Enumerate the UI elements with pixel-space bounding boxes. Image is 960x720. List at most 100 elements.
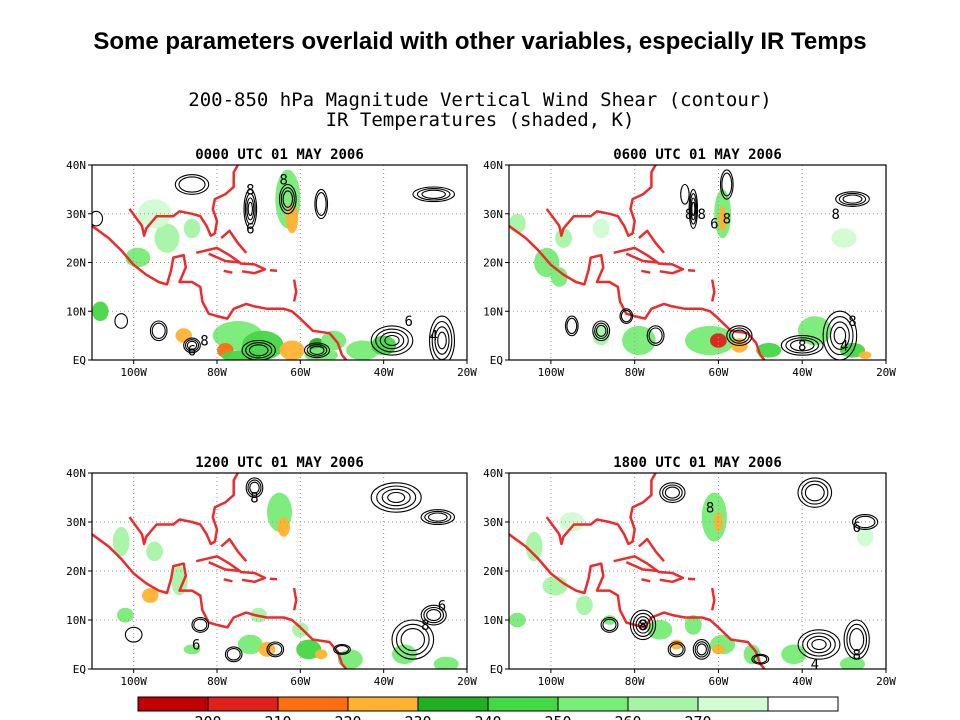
- shear-contour: [245, 342, 273, 359]
- contour-label: 6: [438, 598, 446, 614]
- shear-contour: [149, 320, 168, 342]
- shear-contour: [669, 643, 684, 656]
- y-tick-label: 40N: [66, 159, 86, 172]
- shear-contour: [849, 628, 865, 652]
- contour-label: 8: [685, 207, 693, 223]
- x-tick-label: 100W: [120, 366, 147, 379]
- island-coastline: [195, 246, 242, 264]
- island-coastline: [239, 262, 267, 275]
- shear-contour: [804, 483, 825, 502]
- shear-contour: [428, 315, 456, 360]
- ir-shade: [175, 328, 192, 343]
- contour-label: 8: [848, 314, 856, 330]
- shear-contour: [183, 337, 201, 354]
- ir-shade: [277, 517, 291, 537]
- ir-shade: [117, 607, 134, 623]
- coastline: [92, 533, 348, 669]
- shear-contour: [659, 482, 686, 503]
- y-tick-label: EQ: [490, 663, 503, 676]
- shear-contour: [92, 210, 104, 227]
- shear-contour: [193, 618, 208, 632]
- shear-contour: [646, 325, 665, 346]
- coastline: [509, 533, 766, 669]
- shear-contour: [248, 344, 269, 357]
- shear-contour: [620, 309, 632, 323]
- shear-contour: [797, 477, 833, 508]
- colorbar-label: 200: [194, 713, 221, 720]
- contour-label: 8: [723, 212, 731, 228]
- island-coastline: [613, 246, 659, 264]
- shear-contour: [243, 188, 258, 229]
- colorbar-swatch: [207, 696, 279, 712]
- ir-shade: [647, 620, 673, 640]
- ir-shade: [525, 531, 543, 562]
- shear-contour: [729, 327, 750, 344]
- x-tick-label: 80W: [207, 366, 227, 379]
- shear-contour: [719, 169, 734, 200]
- island-coastline: [687, 577, 696, 581]
- colorbar-label: 260: [614, 713, 641, 720]
- shear-contour: [381, 488, 411, 507]
- island-coastline: [223, 269, 233, 274]
- y-tick-label: 40N: [66, 467, 86, 480]
- island-coastline: [239, 570, 267, 584]
- contour-label: 8: [421, 618, 429, 634]
- contour-label: 6: [852, 520, 860, 536]
- colorbar-swatch: [347, 696, 419, 712]
- shear-contour: [309, 345, 325, 355]
- shear-contour: [822, 310, 858, 360]
- coastline: [128, 473, 239, 546]
- shear-contour: [391, 619, 435, 660]
- contour-label: 8: [706, 500, 714, 516]
- shear-contour: [594, 322, 609, 339]
- shear-contour: [420, 604, 447, 626]
- y-tick-label: 20N: [483, 565, 503, 578]
- shear-contour: [333, 643, 351, 655]
- panel-title: 0600 UTC 01 MAY 2006: [613, 147, 782, 163]
- x-tick-label: 100W: [538, 366, 565, 379]
- x-tick-label: 40W: [374, 366, 394, 379]
- shear-contour: [662, 484, 683, 501]
- y-tick-label: 30N: [66, 208, 86, 221]
- ir-shade: [314, 649, 328, 660]
- ir-shade: [839, 656, 866, 669]
- ir-shade: [550, 267, 568, 287]
- ir-shade: [171, 566, 188, 596]
- x-tick-label: 60W: [290, 675, 310, 688]
- shear-contour: [191, 616, 210, 633]
- shear-contour: [114, 313, 129, 329]
- shear-contour: [726, 325, 753, 346]
- shear-contour: [379, 331, 405, 350]
- ir-shade: [221, 350, 263, 360]
- ir-shade: [146, 541, 163, 562]
- shear-contour: [370, 325, 414, 356]
- shear-contour: [437, 331, 447, 350]
- shear-contour: [638, 619, 648, 631]
- y-tick-label: 30N: [483, 208, 503, 221]
- shear-contour: [376, 485, 417, 510]
- shear-contour: [184, 339, 200, 352]
- shear-contour: [806, 635, 832, 654]
- y-tick-label: EQ: [490, 354, 503, 367]
- coastline: [545, 473, 657, 546]
- shear-contour: [780, 335, 824, 356]
- x-tick-label: 40W: [792, 366, 812, 379]
- chart-title: 200-850 hPa Magnitude Vertical Wind Shea…: [188, 89, 772, 111]
- contour-label: 6: [710, 217, 718, 233]
- ir-shade: [831, 228, 857, 248]
- x-tick-label: 40W: [374, 675, 394, 688]
- shear-contour: [751, 653, 770, 665]
- shear-contour: [619, 308, 634, 324]
- shear-contour: [846, 623, 868, 656]
- shear-contour: [731, 329, 747, 342]
- contour-label: 6: [404, 314, 412, 330]
- x-tick-label: 100W: [120, 675, 147, 688]
- shear-contour: [602, 618, 617, 632]
- shear-contour: [694, 641, 709, 658]
- shear-contour: [629, 609, 657, 641]
- shear-contour: [423, 606, 445, 624]
- y-tick-label: 30N: [483, 516, 503, 529]
- shear-contour: [278, 183, 297, 215]
- shear-contour: [667, 641, 686, 658]
